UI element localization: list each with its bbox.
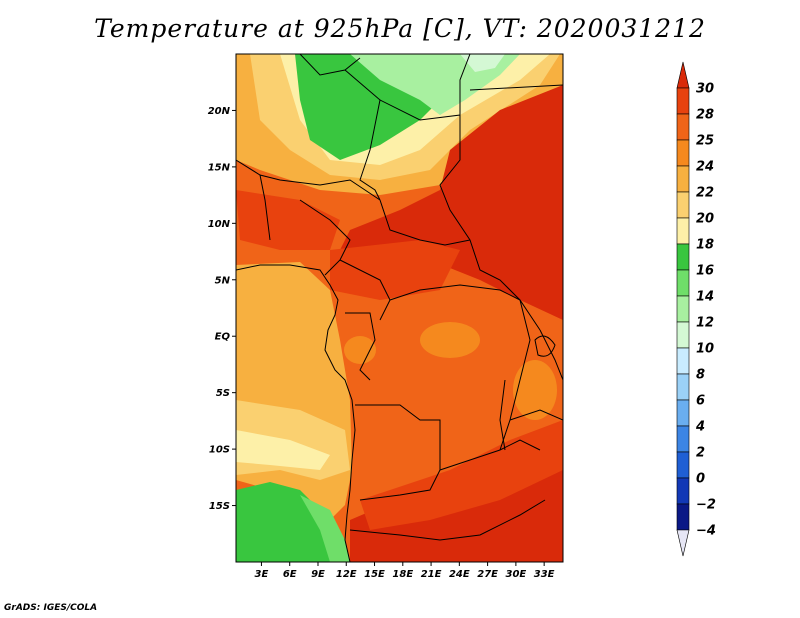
border-cameroon [339,259,391,321]
lon-tick-label: 24E [449,569,470,580]
map-frame [235,53,564,563]
lon-tick-label: 27E [477,569,498,580]
colorbar-label: 10 [696,342,714,357]
border-lake-victoria [534,335,556,357]
field-sw-lightgreen [300,495,350,562]
lat-tick-label: 15N [208,162,231,173]
temperature-field [236,54,563,562]
border-sahara-2 [344,54,471,121]
border-sahara-1 [299,54,361,76]
colorbar-segment [676,113,690,141]
colorbar-label: 16 [696,264,714,279]
colorbar-label: 2 [696,446,705,461]
colorbar-segment [676,87,690,115]
lat-tick-label: 5N [215,275,231,286]
colorbar-bottom-triangle [676,529,690,557]
lon-tick-label: 9E [311,569,325,580]
colorbar-label: 28 [696,108,714,123]
lat-tick-label: 10S [209,445,230,456]
colorbar-segment [676,295,690,323]
border-car [379,199,471,246]
lat-tick-label: 20N [208,106,231,117]
field-congo-patch2 [344,336,376,364]
field-west-hot [236,190,340,250]
page-title: Temperature at 925hPa [C], VT: 202003121… [94,14,706,43]
colorbar-segment [676,191,690,219]
border-drc-e [499,299,531,451]
colorbar-segment [676,217,690,245]
lon-tick-label: 30E [506,569,527,580]
colorbar-label: 20 [696,212,714,227]
colorbar-label: 30 [696,82,714,97]
field-south-deep [360,420,563,530]
field-congo-patch1 [420,322,480,358]
latitude-axis: 20N 15N 10N 5N EQ 5S 10S 15S [208,106,236,512]
colorbar-segment [676,425,690,453]
lon-tick-label: 12E [336,569,357,580]
field-ocean-pale [236,430,330,470]
colorbar-segment [676,503,690,531]
colorbar-label: 24 [696,160,714,175]
lat-tick-label: 15S [209,501,230,512]
colorbar-label: 18 [696,238,714,253]
colorbar-label: 8 [696,368,705,383]
colorbar-label: 0 [696,472,705,487]
colorbar-label: 22 [696,186,714,201]
border-south [349,499,546,541]
border-tanzania [509,409,563,421]
lat-tick-label: 10N [208,219,231,230]
border-drc-n [389,284,521,301]
colorbar-label: 14 [696,290,714,305]
lon-tick-label: 33E [534,569,555,580]
border-angola [355,404,441,501]
colorbar-label: −2 [696,498,716,513]
colorbar-segment [676,451,690,479]
colorbar-segment [676,243,690,271]
colorbar-segment [676,347,690,375]
colorbar-segment [676,399,690,427]
border-congo-1 [345,312,376,381]
border-coast [236,264,356,562]
colorbar-label: −4 [696,524,716,539]
lat-tick-label: 5S [216,388,230,399]
border-west-1 [259,174,271,241]
longitude-axis: 3E 6E 9E 12E 15E 18E 21E 24E 27E 30E 33E [255,562,555,580]
country-borders [236,54,563,562]
colorbar-segment [676,165,690,193]
colorbar-segment [676,269,690,297]
border-sudan [469,84,563,91]
field-sw-green [236,482,350,562]
border-zambia [439,439,541,471]
colorbar-label: 4 [695,420,705,435]
credit-text: GrADS: IGES/COLA [4,603,98,613]
field-east-patch [513,360,557,420]
colorbar-segment [676,373,690,401]
lon-tick-label: 3E [255,569,269,580]
colorbar-segment [676,477,690,505]
border-east [539,329,563,381]
lon-tick-label: 6E [283,569,297,580]
border-sahara-3 [359,99,381,201]
field-central-deep [330,240,460,300]
lat-tick-label: EQ [215,332,231,343]
lon-tick-label: 18E [392,569,413,580]
colorbar-top-triangle [676,61,690,89]
colorbar-segment [676,321,690,349]
field-north-verypale [460,54,505,72]
border-nigeria [299,199,351,276]
lon-tick-label: 15E [364,569,385,580]
border-sahel [236,159,381,201]
colorbar-segment [676,139,690,167]
colorbar-label: 25 [696,134,714,149]
border-lake-tanganyika [499,379,506,451]
colorbar-label: 6 [696,394,705,409]
colorbar-label: 12 [696,316,714,331]
lon-tick-label: 21E [421,569,442,580]
